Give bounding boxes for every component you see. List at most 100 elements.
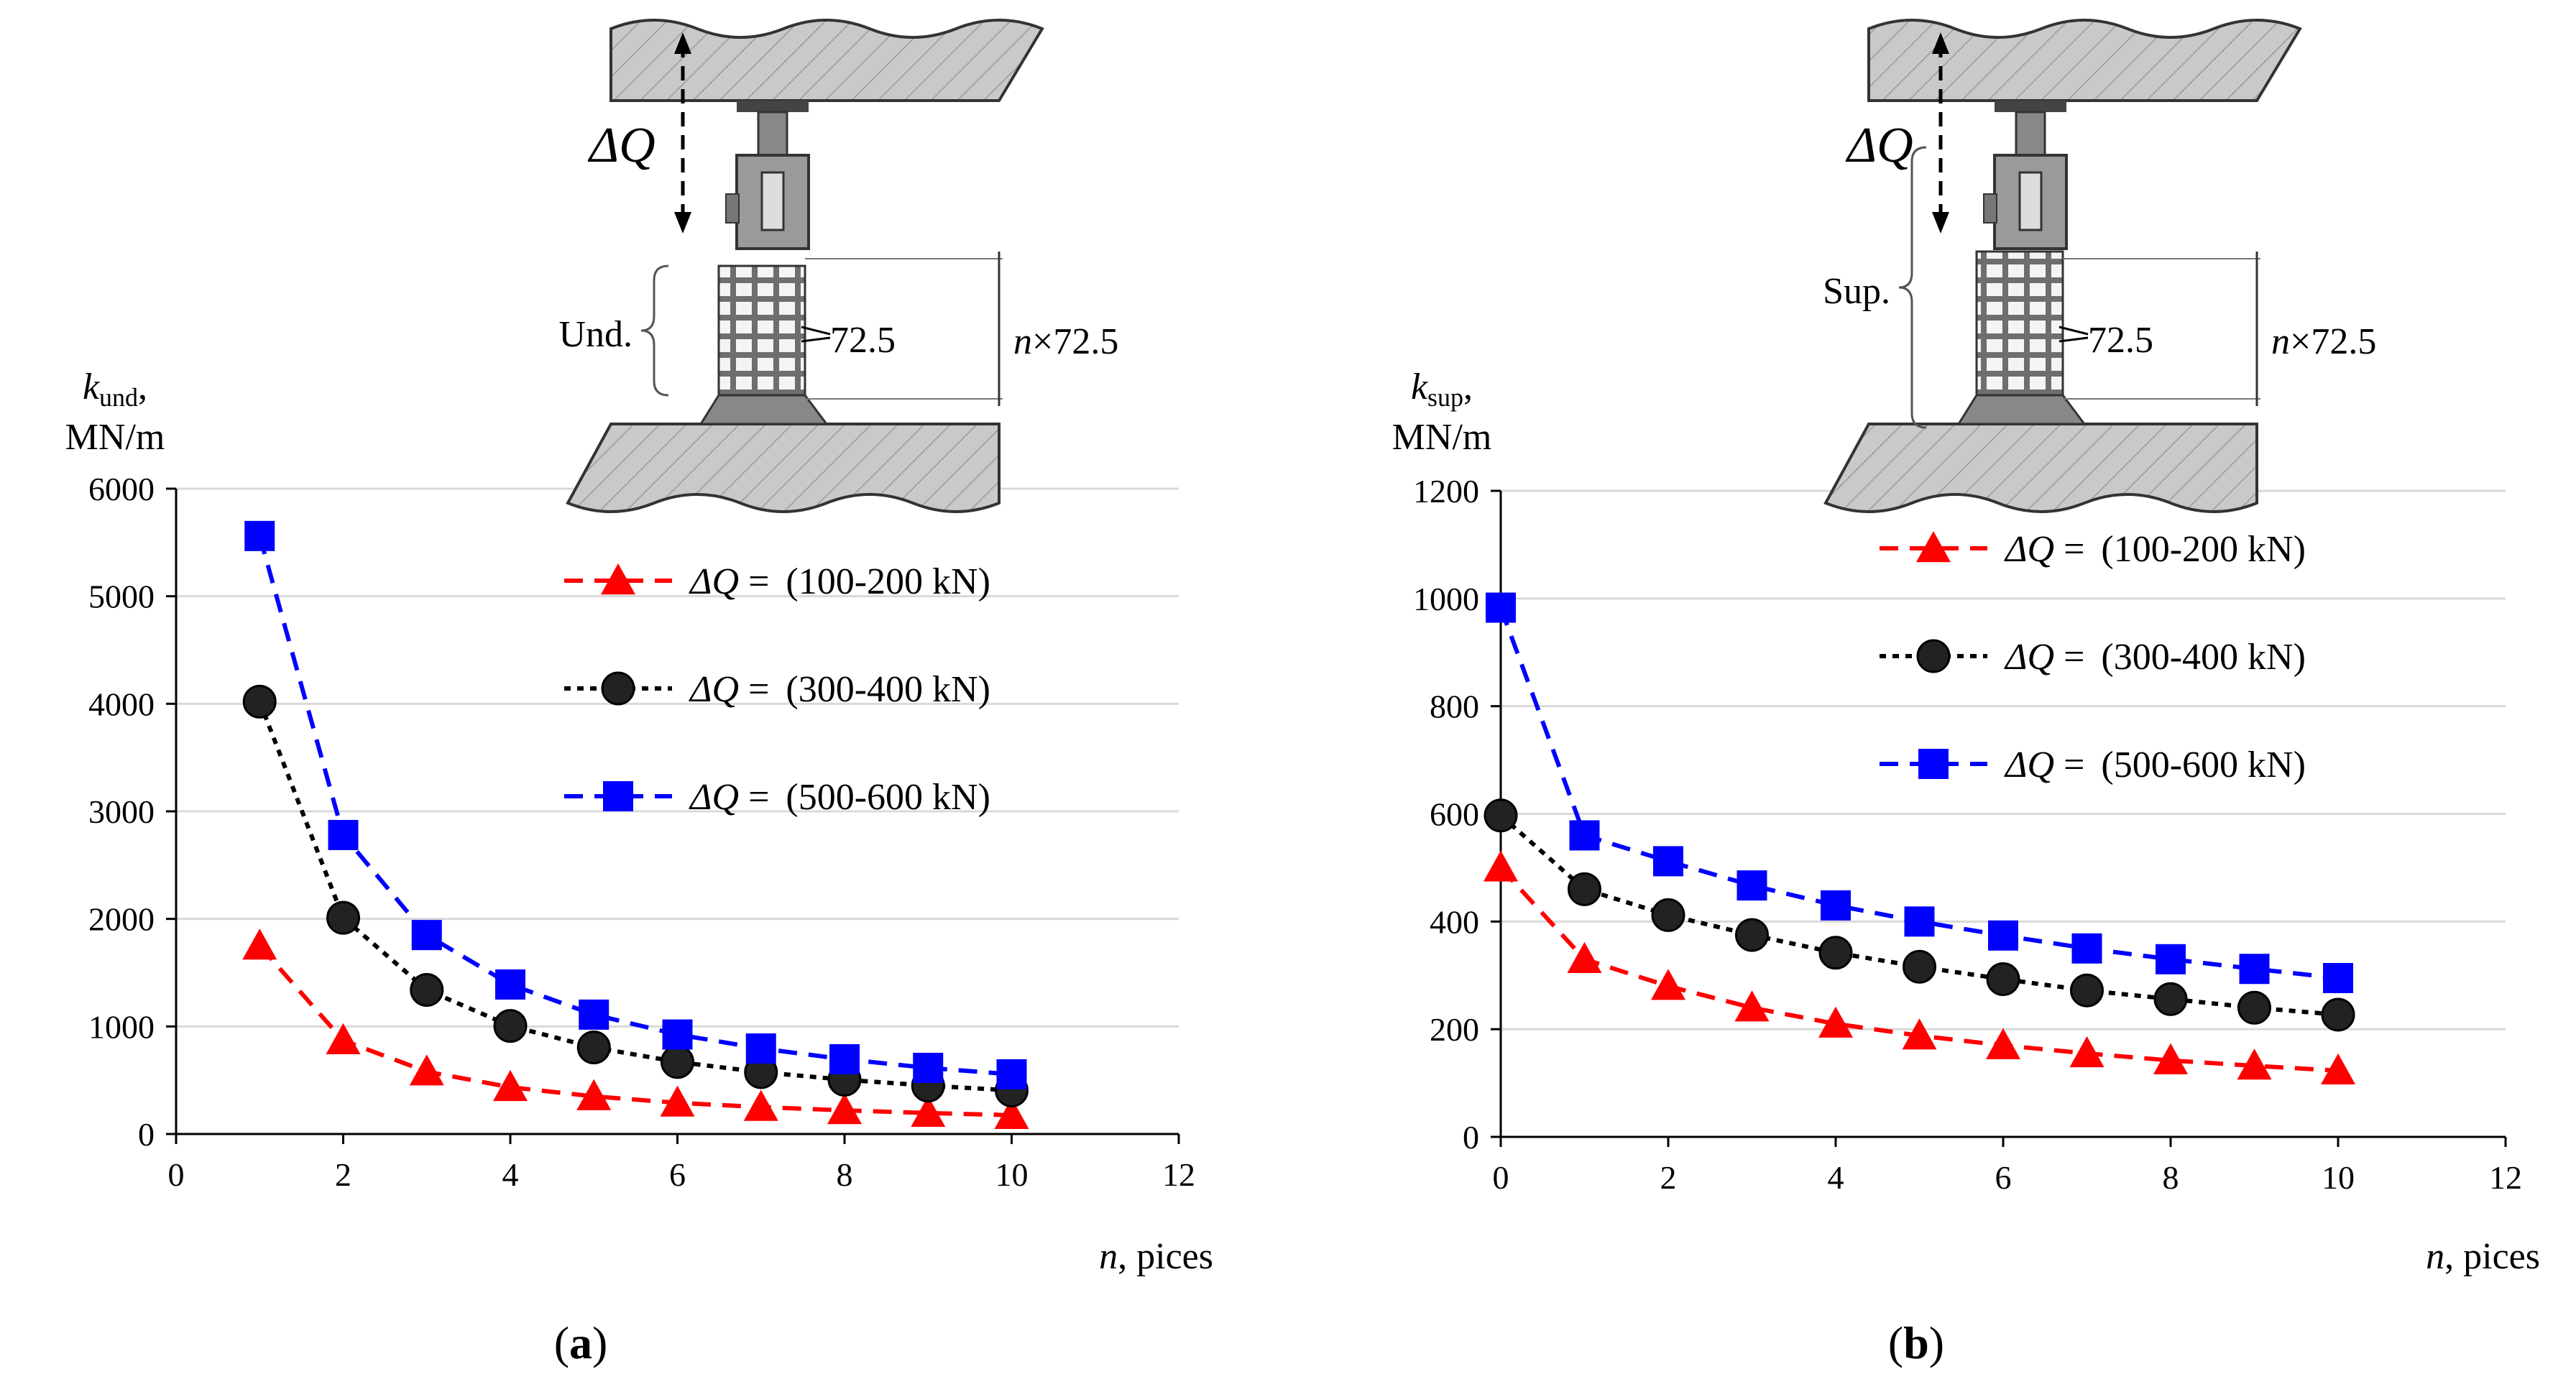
y-tick-label: 3000 [88, 793, 155, 830]
data-point [579, 999, 610, 1030]
jack-ram [2015, 111, 2046, 157]
jack-handle [725, 193, 740, 223]
legend-label: ΔQ = (100-200 kN) [689, 561, 990, 602]
bottom-slab [1823, 423, 2258, 513]
data-point [745, 1033, 776, 1064]
data-point [2071, 933, 2102, 964]
x-label-text: , pices [1118, 1236, 1213, 1277]
y-tick-label: 600 [1430, 796, 1479, 833]
y-tick-label: 5000 [88, 579, 155, 615]
stack-height-label: n×72.5 [1013, 321, 1118, 362]
series-line [257, 701, 1012, 1093]
data-point [911, 1095, 946, 1128]
data-point [994, 1097, 1029, 1130]
series-line [257, 535, 1012, 1077]
base-plate [699, 394, 829, 425]
chart-b: 0 200 400 600 800 1000 1200 0 2 4 6 8 10 12 ksup, MN/m n… [1392, 19, 2540, 1368]
dq-arrow-down [1932, 212, 1949, 234]
data-point [2070, 973, 2104, 1008]
chart-a: 0 1000 2000 3000 4000 5000 6000 0 2 4 6 8 10 12 kund, M… [65, 19, 1213, 1368]
y-axis-units: MN/m [65, 417, 165, 458]
legend-marker [1916, 531, 1951, 563]
x-tick-label: 12 [1162, 1156, 1195, 1193]
data-point [1904, 906, 1935, 937]
jack-handle [1983, 193, 1997, 223]
data-point [1651, 969, 1685, 1000]
legend-range: (300-400 kN) [786, 669, 990, 710]
y-axis-units: MN/m [1392, 417, 1492, 458]
data-point [1818, 1006, 1853, 1038]
top-beam [610, 19, 1044, 102]
legend-marker [601, 563, 635, 595]
legend-equals: = [739, 777, 778, 818]
x-label-text: , pices [2444, 1236, 2540, 1277]
y-tick-label: 0 [138, 1116, 155, 1153]
series-triangle [242, 928, 1029, 1130]
data-point [660, 1085, 695, 1117]
inset-schematic: ΔQ Und. 72.5 n×72.5 [558, 19, 1118, 513]
data-point [326, 1023, 361, 1054]
caption-letter: b [1903, 1317, 1929, 1368]
caption-close: ) [1929, 1317, 1944, 1368]
jack-window [2018, 171, 2043, 231]
side-label: Und. [558, 314, 632, 355]
block-stack [1975, 250, 2064, 397]
data-point [1567, 941, 1602, 973]
data-point [411, 920, 442, 951]
data-point [2321, 997, 2355, 1032]
data-point [827, 1093, 862, 1125]
data-point [662, 1019, 693, 1050]
caption-open: ( [1888, 1317, 1903, 1368]
dq-arrow-up [674, 32, 691, 54]
y-tick-label: 1200 [1413, 473, 1479, 510]
jack-top-plate [1995, 101, 2066, 112]
data-point [409, 1054, 444, 1086]
data-point [1569, 820, 1600, 851]
data-point [1651, 898, 1685, 932]
x-tick-label: 6 [1995, 1159, 2012, 1196]
series-triangle [1484, 850, 2355, 1085]
series-circle [1484, 798, 2355, 1032]
data-point [1986, 1028, 2020, 1059]
legend-label: ΔQ = (300-400 kN) [689, 669, 990, 710]
y-label-comma: , [138, 367, 147, 407]
data-point [1903, 949, 1936, 984]
side-brace [640, 264, 669, 397]
data-point [2069, 1036, 2104, 1068]
data-point [2153, 982, 2188, 1016]
x-tick-label: 4 [1828, 1159, 1844, 1196]
y-label-symbol: k [83, 367, 100, 407]
data-point [2153, 1043, 2188, 1074]
legend-label: ΔQ = (100-200 kN) [2004, 529, 2306, 570]
legend-equals: = [739, 669, 778, 710]
legend-range: (100-200 kN) [2101, 529, 2306, 570]
legend-label: ΔQ = (300-400 kN) [2004, 637, 2306, 678]
legend-label: ΔQ = (500-600 kN) [689, 777, 990, 818]
block-height-label: 72.5 [2088, 320, 2153, 361]
panel-caption: (b) [1888, 1317, 1944, 1368]
y-tick-label: 1000 [88, 1008, 155, 1045]
side-label: Sup. [1823, 271, 1890, 312]
x-tick-label: 2 [335, 1156, 351, 1193]
data-point [495, 969, 525, 1000]
legend-range: (500-600 kN) [786, 777, 990, 818]
block-arrow [2058, 326, 2089, 343]
data-point [242, 684, 277, 719]
x-tick-label: 10 [995, 1156, 1029, 1193]
legend-var: ΔQ [2004, 637, 2054, 678]
bottom-slab [566, 423, 1000, 513]
legend-var: ΔQ [2004, 745, 2054, 785]
caption-close: ) [592, 1317, 607, 1368]
y-axis-label: ksup, [1411, 367, 1473, 412]
data-point [326, 900, 360, 935]
legend-marker [601, 671, 635, 706]
data-point [1902, 1018, 1937, 1050]
stack-height-label: n×72.5 [2271, 321, 2376, 362]
y-tick-label: 1000 [1413, 581, 1479, 617]
x-axis-label: n, pices [2426, 1236, 2540, 1277]
y-tick-label: 6000 [88, 471, 155, 507]
data-point [2321, 1053, 2355, 1085]
data-point [493, 1069, 528, 1102]
series-square [1486, 592, 2353, 993]
x-label-var: n [1099, 1236, 1118, 1277]
